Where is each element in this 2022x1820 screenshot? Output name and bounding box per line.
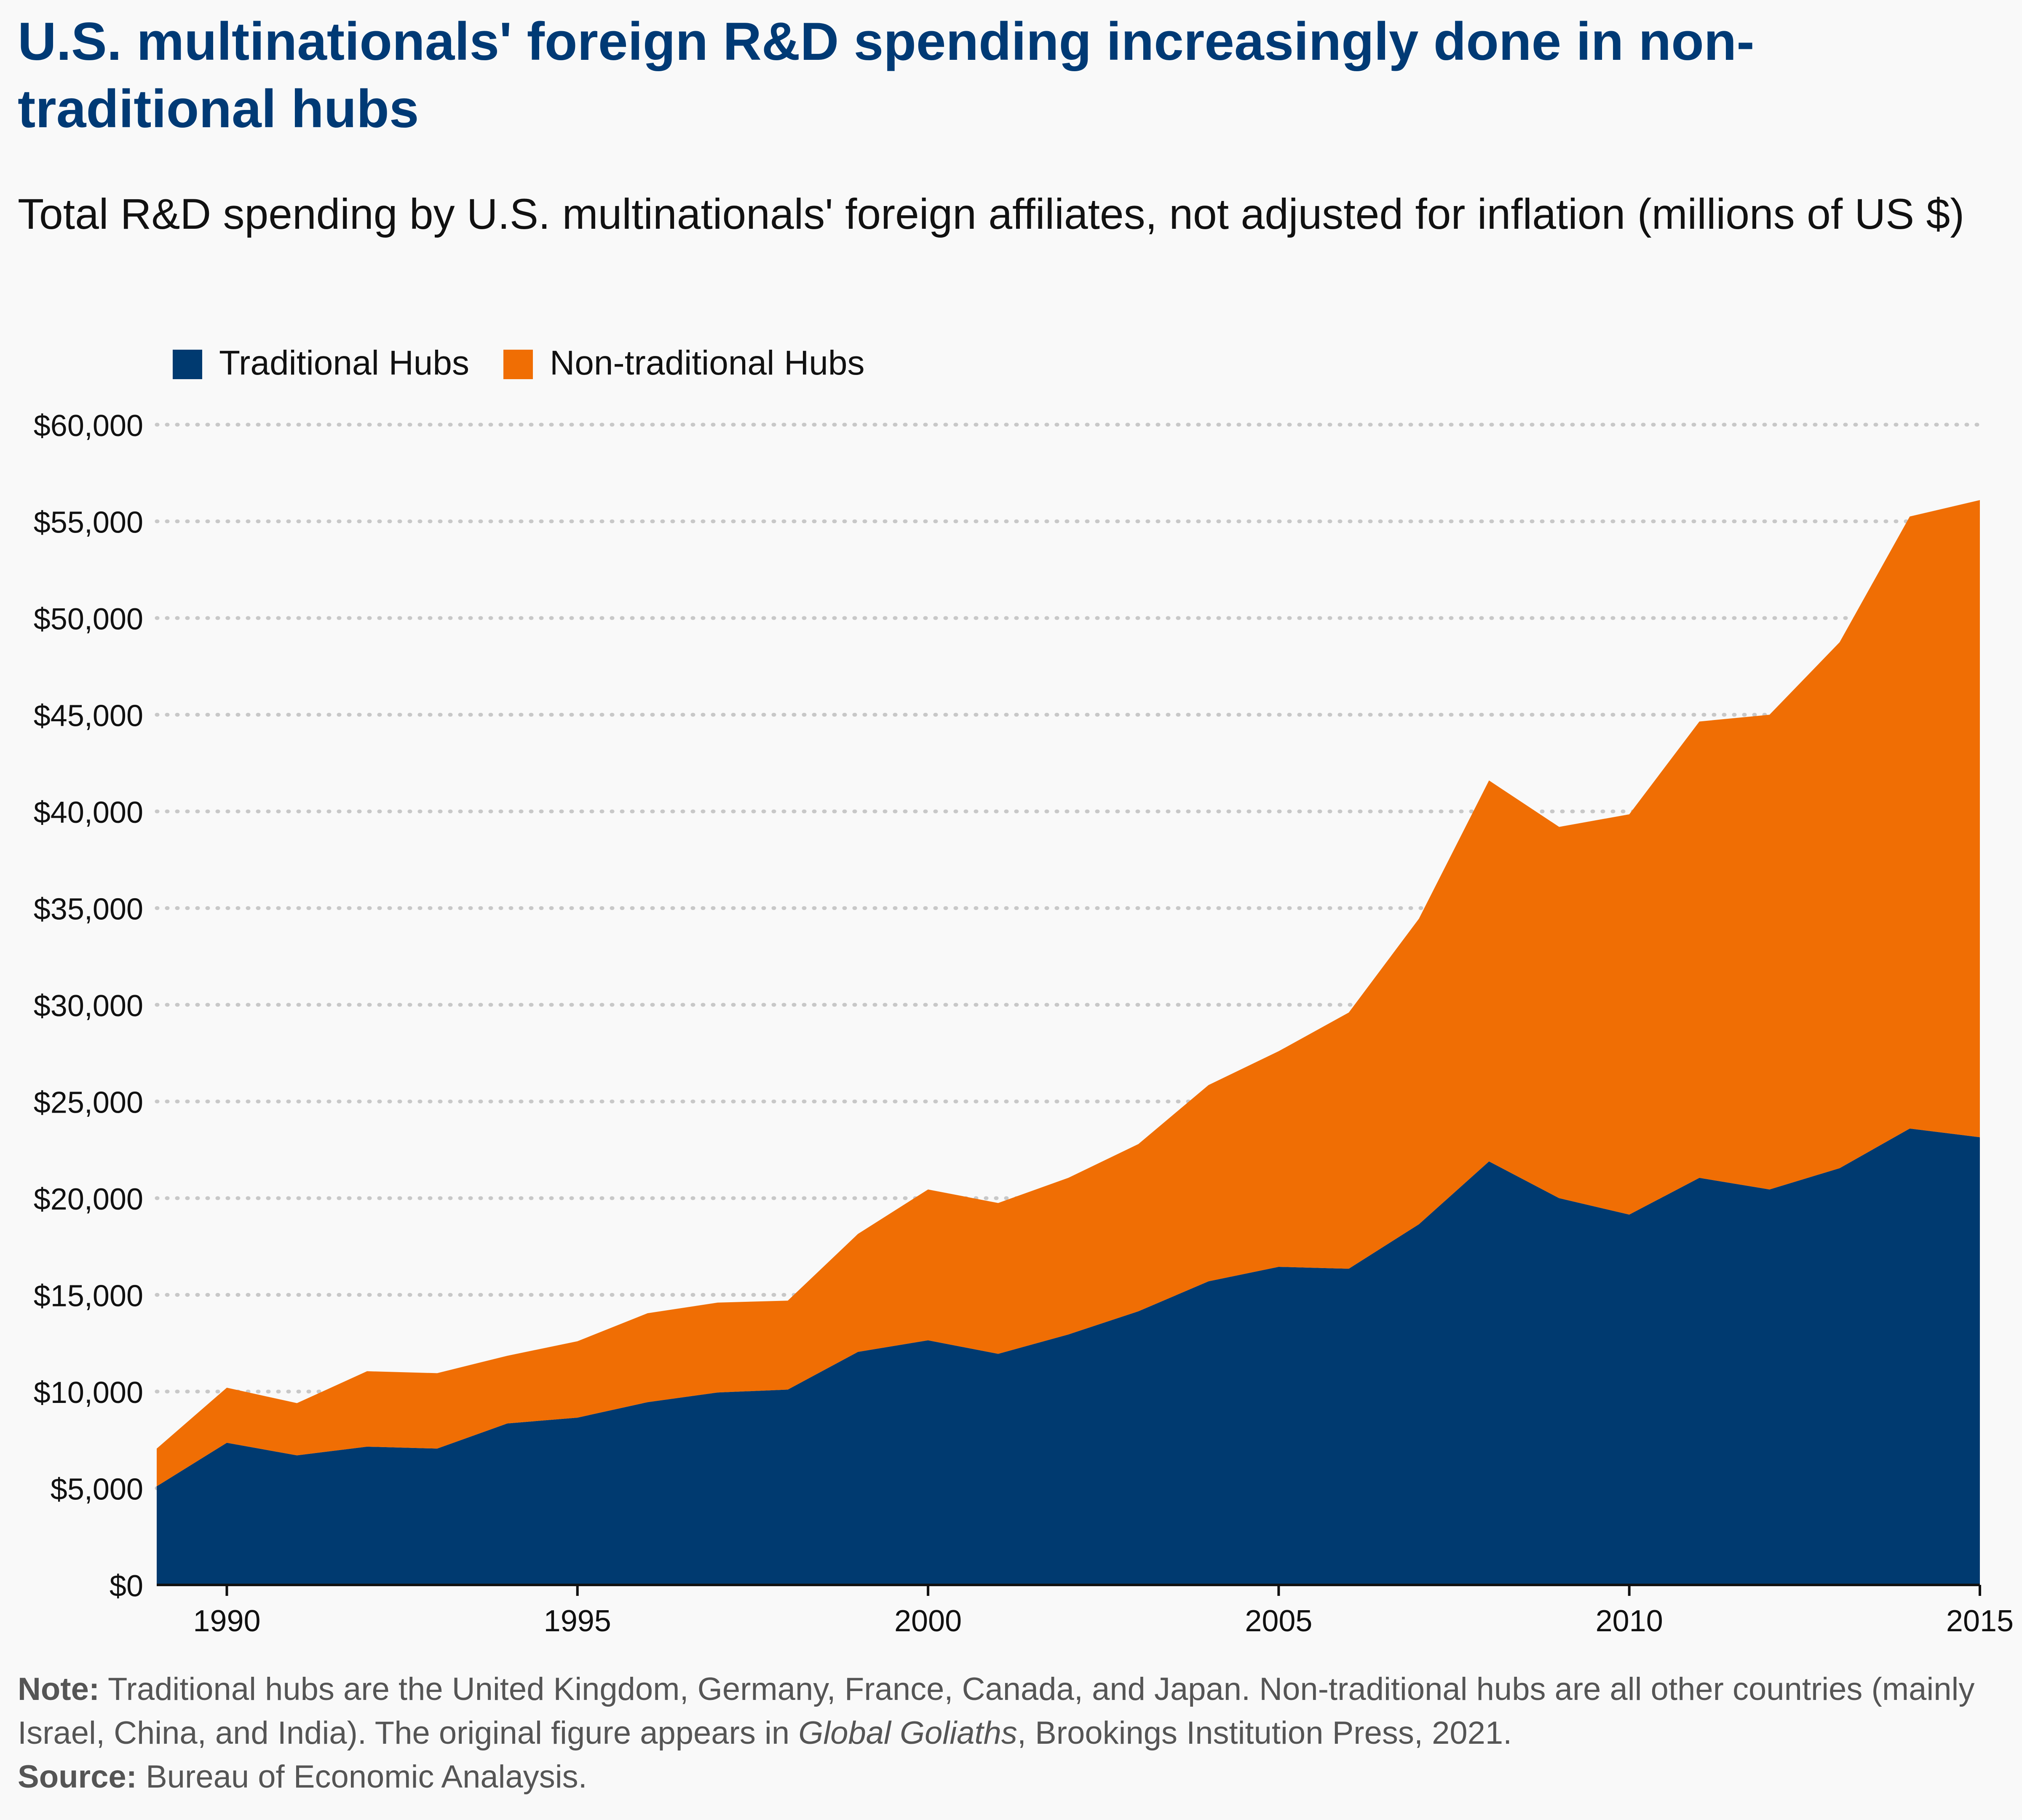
area-non-traditional-hubs xyxy=(157,500,1980,1486)
y-tick-label: $20,000 xyxy=(34,1183,143,1216)
note-book-title: Global Goliaths xyxy=(798,1715,1017,1751)
x-tick-label: 2000 xyxy=(894,1604,962,1638)
area-series xyxy=(157,500,1980,1585)
y-tick-label: $45,000 xyxy=(34,699,143,733)
y-tick-label: $55,000 xyxy=(34,506,143,540)
y-tick-label: $0 xyxy=(110,1569,143,1603)
legend-label-non-traditional: Non-traditional Hubs xyxy=(550,344,865,382)
legend-swatch-non-traditional xyxy=(503,350,533,379)
x-tick-label: 2010 xyxy=(1596,1604,1663,1638)
y-tick-label: $25,000 xyxy=(34,1086,143,1120)
y-tick-label: $15,000 xyxy=(34,1279,143,1313)
note-label: Note: xyxy=(18,1671,100,1707)
note-line: Note: Traditional hubs are the United Ki… xyxy=(18,1667,1998,1755)
chart-title: U.S. multinationals' foreign R&D spendin… xyxy=(18,11,1755,139)
y-tick-label: $30,000 xyxy=(34,989,143,1023)
source-label: Source: xyxy=(18,1759,137,1795)
note-text-end: , Brookings Institution Press, 2021. xyxy=(1017,1715,1512,1751)
y-tick-label: $50,000 xyxy=(34,602,143,636)
y-tick-label: $60,000 xyxy=(34,409,143,443)
note-text: Traditional hubs are the United Kingdom,… xyxy=(18,1671,1975,1751)
source-text: Bureau of Economic Analaysis. xyxy=(146,1759,587,1795)
footer-note: Note: Traditional hubs are the United Ki… xyxy=(18,1667,1998,1799)
source-line: Source: Bureau of Economic Analaysis. xyxy=(18,1755,1998,1799)
x-tick-label: 1990 xyxy=(193,1604,260,1638)
chart-area: Traditional Hubs Non-traditional Hubs $0… xyxy=(34,344,2014,1638)
y-tick-label: $5,000 xyxy=(51,1473,143,1507)
axes: $0 $5,000 $10,000 $15,000 $20,000 $25,000 $30,… xyxy=(34,409,2014,1638)
legend-label-traditional: Traditional Hubs xyxy=(219,344,469,382)
x-tick-label: 1995 xyxy=(544,1604,611,1638)
y-tick-label: $40,000 xyxy=(34,796,143,830)
x-tick-label: 2005 xyxy=(1245,1604,1312,1638)
area-traditional-hubs xyxy=(157,1128,1980,1585)
chart-subtitle: Total R&D spending by U.S. multinational… xyxy=(18,190,1965,238)
y-tick-label: $35,000 xyxy=(34,893,143,926)
legend: Traditional Hubs Non-traditional Hubs xyxy=(173,344,865,382)
y-tick-label: $10,000 xyxy=(34,1376,143,1410)
x-tick-label: 2015 xyxy=(1946,1604,2014,1638)
legend-swatch-traditional xyxy=(173,350,202,379)
